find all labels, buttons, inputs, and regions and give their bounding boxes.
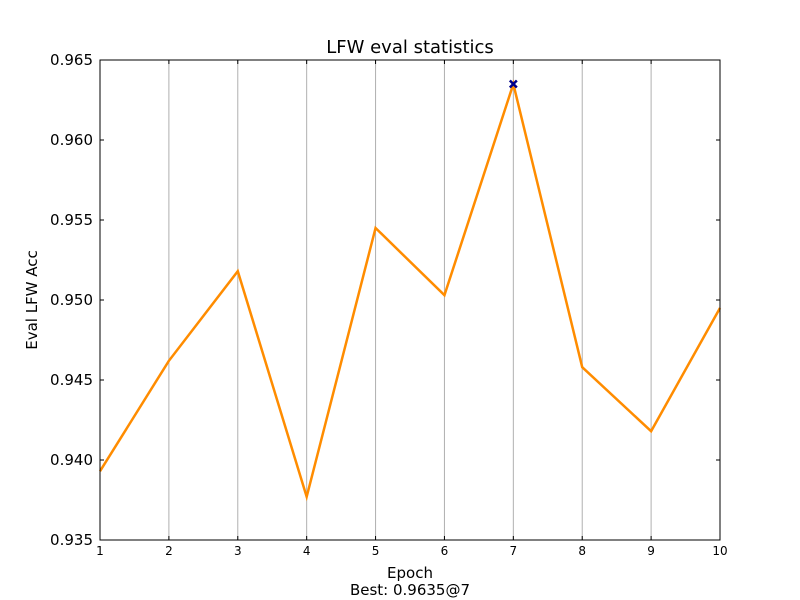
best-annotation: Best: 0.9635@7 xyxy=(350,581,470,599)
best-marker xyxy=(508,79,518,89)
x-tick-label: 9 xyxy=(647,544,655,558)
y-axis-label: Eval LFW Acc xyxy=(23,250,41,350)
x-tick-label: 3 xyxy=(234,544,242,558)
marker-layer xyxy=(508,79,518,89)
best-marker-stroke xyxy=(508,79,518,89)
x-tick-label: 5 xyxy=(372,544,380,558)
x-tick-label: 4 xyxy=(303,544,311,558)
y-tick-label: 0.940 xyxy=(50,451,93,469)
y-tick-label: 0.955 xyxy=(50,211,93,229)
x-tick-label: 1 xyxy=(96,544,104,558)
x-axis-label: Epoch xyxy=(387,564,433,582)
y-tick-label: 0.935 xyxy=(50,531,93,549)
x-tick-label: 2 xyxy=(165,544,173,558)
x-tick-label: 6 xyxy=(441,544,449,558)
chart-title: LFW eval statistics xyxy=(326,37,494,58)
series-line xyxy=(98,79,722,502)
y-tick-label: 0.960 xyxy=(50,131,93,149)
y-tick-label: 0.945 xyxy=(50,371,93,389)
x-tick-label: 7 xyxy=(510,544,518,558)
series-layer xyxy=(98,79,722,502)
ticks: 1 2 3 4 5 6 7 8 9 10 0.935 0.940 0.945 0.950 0.955 0.96… xyxy=(50,51,728,558)
x-tick-label: 8 xyxy=(578,544,586,558)
y-tick-label: 0.965 xyxy=(50,51,93,69)
y-tick-label: 0.950 xyxy=(50,291,93,309)
x-tick-label: 10 xyxy=(712,544,727,558)
